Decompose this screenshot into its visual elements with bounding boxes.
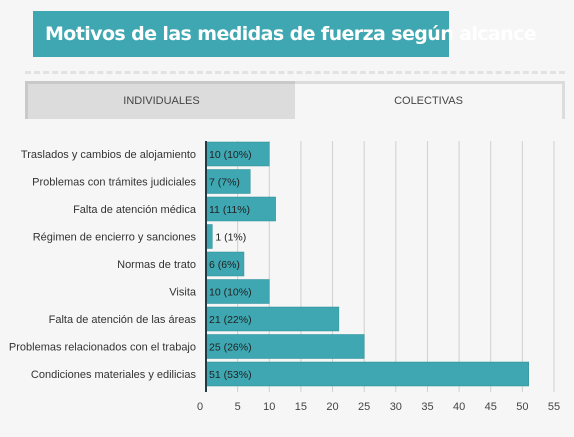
tab-individuales[interactable]: INDIVIDUALES xyxy=(25,81,295,119)
x-tick-label: 35 xyxy=(421,401,433,413)
x-tick-label: 30 xyxy=(390,401,402,413)
category-label: Normas de trato xyxy=(117,259,196,271)
x-tick-label: 40 xyxy=(453,401,465,413)
bar xyxy=(205,334,365,359)
tab-bar: INDIVIDUALES COLECTIVAS xyxy=(25,81,565,119)
x-tick-label: 20 xyxy=(326,401,338,413)
category-label: Falta de atención médica xyxy=(73,204,197,216)
category-label: Traslados y cambios de alojamiento xyxy=(21,149,196,161)
category-label: Visita xyxy=(169,287,197,299)
data-label: 51 (53%) xyxy=(209,369,252,381)
bar xyxy=(205,279,270,304)
bar xyxy=(205,196,276,222)
bar xyxy=(205,169,251,194)
bar xyxy=(205,361,529,387)
category-label: Problemas con trámites judiciales xyxy=(32,177,196,189)
data-label: 25 (26%) xyxy=(209,342,252,354)
x-tick-label: 15 xyxy=(295,401,307,413)
data-label: 1 (1%) xyxy=(215,232,246,244)
x-tick-label: 45 xyxy=(485,401,497,413)
x-tick-label: 25 xyxy=(358,401,370,413)
data-label: 21 (22%) xyxy=(209,314,252,326)
top-divider xyxy=(25,71,565,74)
data-label: 10 (10%) xyxy=(209,149,252,161)
category-label: Falta de atención de las áreas xyxy=(49,314,197,326)
data-label: 10 (10%) xyxy=(209,287,252,299)
x-tick-label: 5 xyxy=(235,401,241,413)
data-label: 6 (6%) xyxy=(209,259,240,271)
category-label: Condiciones materiales y edilicias xyxy=(31,369,197,381)
data-label: 11 (11%) xyxy=(209,204,250,216)
data-label: 7 (7%) xyxy=(209,177,240,189)
x-tick-label: 10 xyxy=(263,401,275,413)
category-label: Régimen de encierro y sanciones xyxy=(33,232,197,244)
tab-colectivas[interactable]: COLECTIVAS xyxy=(295,81,565,119)
x-tick-label: 55 xyxy=(548,401,560,413)
bar xyxy=(205,141,270,167)
x-tick-label: 50 xyxy=(516,401,528,413)
x-tick-label: 0 xyxy=(197,401,203,413)
bar xyxy=(205,306,340,332)
page-title: Motivos de las medidas de fuerza según a… xyxy=(33,11,537,57)
category-label: Problemas relacionados con el trabajo xyxy=(9,342,196,354)
bar xyxy=(205,251,245,277)
